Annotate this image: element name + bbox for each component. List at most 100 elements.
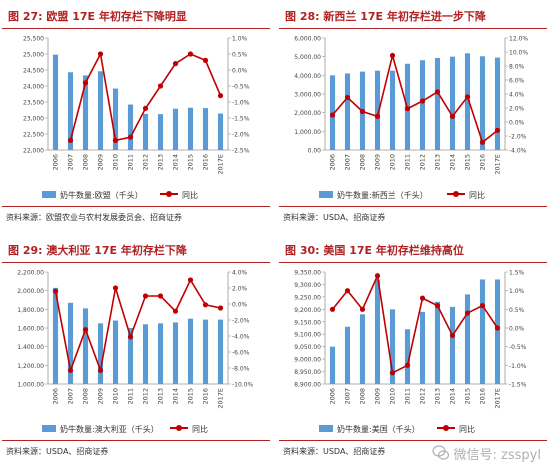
yoy-point — [449, 113, 456, 119]
yoy-point — [217, 93, 224, 99]
x-tick-label: 2007 — [344, 154, 352, 171]
y2-tick-label: 1.0% — [232, 36, 248, 43]
yoy-point — [464, 310, 471, 316]
yoy-point — [202, 302, 209, 308]
source-note: 资料来源：USDA、招商证券 — [279, 206, 547, 229]
bar — [127, 104, 134, 150]
bar — [344, 326, 351, 384]
bar — [464, 294, 471, 384]
x-tick-label: 2006 — [52, 154, 60, 171]
y-tick-label: 6,000.00 — [294, 36, 321, 43]
y2-tick-label: -4.0% — [509, 148, 527, 155]
panel-title: 图 29: 澳大利亚 17E 年初存栏下降 — [2, 236, 270, 263]
y2-tick-label: 8.0% — [509, 64, 525, 71]
x-tick-label: 2008 — [82, 388, 90, 405]
legend-line-label: 同比 — [469, 190, 485, 200]
yoy-point — [127, 134, 134, 140]
yoy-point — [359, 306, 366, 312]
yoy-point — [202, 57, 209, 63]
y2-tick-label: -4.0% — [232, 334, 250, 341]
y2-tick-label: 2.0% — [509, 106, 525, 113]
y2-tick-label: 0.0% — [509, 326, 525, 333]
y-tick-label: 2,200.00 — [17, 270, 44, 277]
source-text: 资料来源：USDA、招商证券 — [6, 447, 109, 456]
y2-tick-label: -1.0% — [232, 100, 250, 107]
yoy-point — [329, 306, 336, 312]
y-tick-label: 1,600.00 — [17, 326, 44, 333]
x-tick-label: 2014 — [172, 388, 180, 405]
y2-tick-label: 0.5% — [232, 52, 248, 59]
y2-tick-label: -0.5% — [232, 84, 250, 91]
yoy-point — [52, 288, 59, 294]
x-tick-label: 2011 — [404, 388, 412, 405]
y2-tick-label: 1.0% — [509, 288, 525, 295]
chart-au: 2,200.00 2,000.00 1,800.00 1,600.00 1,400.00… — [17, 270, 254, 409]
x-tick-label: 2011 — [404, 154, 412, 171]
legend-line-label: 同比 — [182, 190, 198, 200]
x-tick-label: 2007 — [344, 388, 352, 405]
source-text: 资料来源：欧盟农业与农村发展委员会、招商证券 — [6, 213, 182, 222]
y2-tick-label: 4.0% — [509, 92, 525, 99]
y-tick-label: 4,000.00 — [294, 73, 321, 80]
x-tick-label: 2007 — [67, 388, 75, 405]
bar — [202, 108, 209, 150]
panel-us: 图 30: 美国 17E 年初存栏维持高位 9,350.00 9,300.00 9,… — [279, 236, 547, 466]
y-tick-label: 9,050.00 — [294, 344, 321, 351]
bar — [142, 324, 149, 384]
y-tick-label: 22,000 — [23, 148, 44, 155]
x-tick-label: 2006 — [52, 388, 60, 405]
yoy-point — [112, 285, 119, 291]
legend-bar-label: 奶牛数量:美国（千头） — [337, 424, 420, 434]
yoy-point — [404, 106, 411, 112]
yoy-point — [479, 303, 486, 309]
bar — [344, 73, 351, 150]
y-tick-label: 9,000.00 — [294, 357, 321, 364]
chart-us: 9,350.00 9,300.00 9,250.00 9,200.00 9,150.00… — [294, 270, 526, 409]
x-tick-label: 2015 — [464, 388, 472, 405]
bar — [82, 75, 89, 150]
yoy-point — [187, 277, 194, 283]
wechat-icon — [431, 445, 449, 460]
x-tick-label: 2015 — [187, 154, 195, 171]
y2-tick-label: 0.0% — [232, 302, 248, 309]
x-tick-label: 2009 — [97, 388, 105, 405]
yoy-point — [67, 367, 74, 373]
yoy-point — [82, 327, 89, 333]
y2-tick-label: 0.0% — [232, 68, 248, 75]
legend-line-marker — [176, 425, 182, 431]
x-tick-label: 2006 — [329, 388, 337, 405]
yoy-point — [67, 137, 74, 143]
legend-nz: 奶牛数量:新西兰（千头） 同比 — [319, 190, 485, 200]
x-tick-label: 2008 — [82, 154, 90, 171]
bar — [67, 302, 74, 384]
y2-tick-label: -1.5% — [232, 116, 250, 123]
y-tick-label: 25,000 — [23, 52, 44, 59]
legend-bar-label: 奶牛数量:新西兰（千头） — [337, 190, 428, 200]
x-tick-label: 2009 — [374, 154, 382, 171]
bar — [82, 308, 89, 384]
legend-bar-label: 奶牛数量:欧盟（千头） — [60, 190, 143, 200]
yoy-point — [494, 127, 501, 133]
x-tick-label: 2017E — [494, 388, 502, 409]
bar — [449, 306, 456, 384]
bar — [52, 287, 59, 384]
y-tick-label: 9,200.00 — [294, 307, 321, 314]
yoy-point — [112, 137, 119, 143]
bar — [187, 318, 194, 384]
y2-tick-label: -10.0% — [232, 382, 254, 389]
bar — [494, 57, 501, 150]
y2-tick-label: -2.0% — [509, 134, 527, 141]
x-tick-label: 2016 — [479, 388, 487, 405]
x-tick-label: 2016 — [202, 154, 210, 171]
bar — [172, 322, 179, 384]
bar — [329, 346, 336, 384]
x-tick-label: 2014 — [172, 154, 180, 171]
y-tick-label: 9,150.00 — [294, 319, 321, 326]
source-text: 资料来源：USDA、招商证券 — [283, 213, 386, 222]
watermark-text: 微信号: zsspyl — [453, 447, 541, 463]
x-tick-label: 2014 — [449, 154, 457, 171]
legend-au: 奶牛数量:澳大利亚（千头） 同比 — [42, 424, 208, 434]
x-tick-label: 2011 — [127, 388, 135, 405]
yoy-point — [172, 61, 179, 67]
legend-bar-swatch — [319, 191, 333, 198]
